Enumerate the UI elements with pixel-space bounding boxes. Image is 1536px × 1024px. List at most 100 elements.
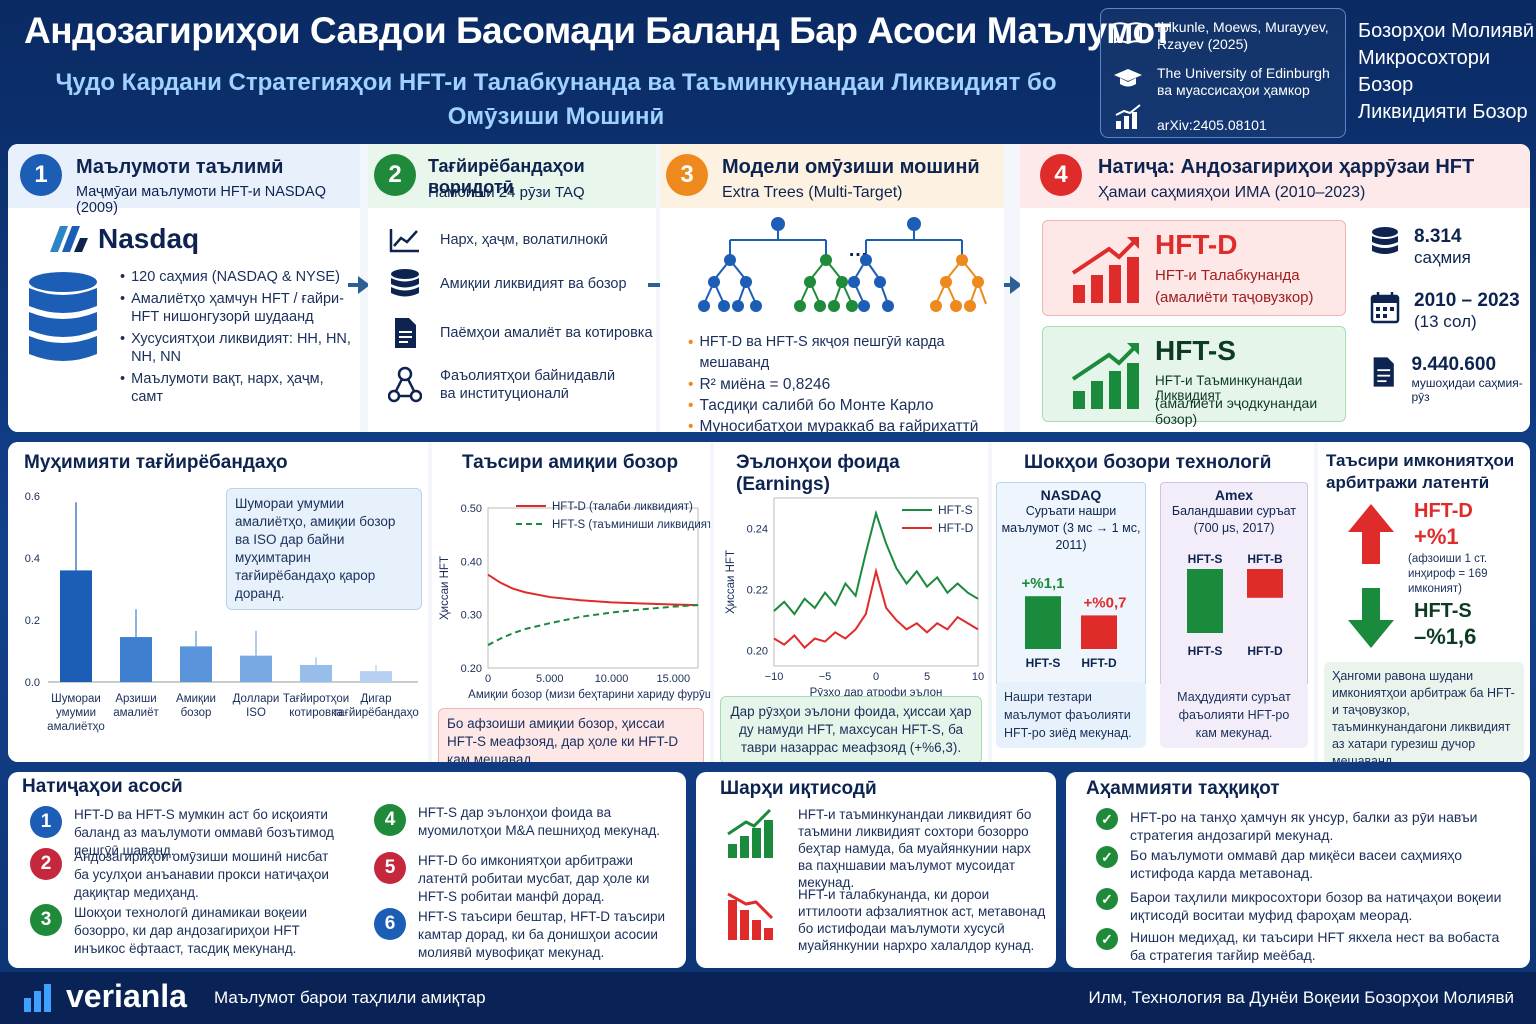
section-title: Таъсири имкониятҳои арбитражи латентӣ <box>1326 451 1515 492</box>
page-title: Андозагириҳои Савдои Басомади Баланд Бар… <box>24 10 1172 51</box>
stat-label: мушоҳидаи саҳмия-рӯз <box>1411 376 1523 404</box>
y-tick-label: 0.22 <box>747 585 768 597</box>
graduation-cap-icon <box>1111 65 1145 93</box>
legend-label: HFT-S (таъминиши ликвидият) <box>552 519 710 531</box>
step-number: 4 <box>1040 154 1082 196</box>
finding-number: 1 <box>30 806 62 838</box>
finding-text: Шокҳои технологӣ динамикаи воқеии бозорр… <box>74 905 307 956</box>
significance-text: HFT-ро на танҳо ҳамчун як унсур, балки а… <box>1130 809 1478 843</box>
x-tick-label: HFT-D <box>1081 656 1117 670</box>
footer-right: Илм, Технология ва Дунёи Воқеии Бозорҳои… <box>1088 988 1515 1007</box>
economic-text-2: HFT-и талабкунанда, ки дорои иттилооти а… <box>798 887 1046 953</box>
y-tick-label: 0.20 <box>747 646 768 658</box>
footer: verianla Маълумот барои таҳлили амиқтар … <box>0 972 1536 1024</box>
y-axis-label: Ҳиссаи HFT <box>725 550 737 614</box>
x-axis-label: Амиқии бозор (мизи беҳтарини хариду фурӯ… <box>468 689 710 701</box>
brand-bars-icon <box>24 984 51 1012</box>
hftd-desc-sub: (амалиёти таҷовузкор) <box>1155 289 1314 306</box>
section-title: Натиҷаҳои асосӣ <box>22 776 183 797</box>
y-tick-label: 0.24 <box>747 524 768 536</box>
plot-frame <box>487 507 699 669</box>
plot-frame <box>773 497 979 667</box>
x-tick-label: котировка <box>289 707 343 719</box>
document-icon <box>1373 357 1394 387</box>
depth-note: Бо афзоиши амиқии бозор, ҳиссаи HFT-S ме… <box>438 708 704 762</box>
legend-label: HFT-D (талаби ликвидият) <box>552 501 693 513</box>
arb-up-value: +%1 <box>1414 524 1459 549</box>
step-ml-model: 3 Модели омӯзиши мошинӣ Extra Trees (Mul… <box>660 144 1004 432</box>
footer-tagline: Маълумот барои таҳлили амиқтар <box>214 988 486 1007</box>
tag: Бозорҳои Молиявӣ <box>1358 20 1535 42</box>
finding-text: HFT-D бо имкониятҳои арбитражи латентӣ р… <box>418 853 650 904</box>
significance-text: Нишон медиҳад, ки таъсири HFT якхела нес… <box>1130 929 1500 963</box>
economic-panel: Шарҳи иқтисодӣ HFT-и таъминкунандаи ликв… <box>696 772 1056 968</box>
arbitrage-note: Ҳангоми равона шудани имкониятҳои арбитр… <box>1324 662 1524 762</box>
y-tick-label: 0.2 <box>25 615 40 627</box>
nasdaq-mark-icon <box>50 226 88 252</box>
arb-up-note: (афзоиши 1 ст. инҳироф = 169 имконият) <box>1408 553 1488 595</box>
tag: Микросохтори Бозор <box>1358 47 1491 96</box>
check-icon: ✓ <box>1096 808 1118 830</box>
hfts-desc-sub: (амалиёти эҷодкунандаи бозор) <box>1155 395 1318 427</box>
bar <box>1187 569 1223 633</box>
bullet-text: Хусусиятҳои ликвидият: HH, HN, NH, NN <box>131 331 351 365</box>
step-subtitle: Ҳамаи саҳмияҳои ИМА (2010–2023) <box>1098 184 1366 201</box>
y-axis-label: Ҳиссаи HFT <box>439 556 451 620</box>
significance-item: ✓ Бо маълумоти оммавӣ дар миқёси васеи са… <box>1096 846 1516 882</box>
step-input-variables: 2 Тағйирёбандаҳои воридотӣ Намоиши 24 рӯ… <box>368 144 656 432</box>
amex-note: Маҳдудияти суръат фаъолияти HFT-ро кам м… <box>1160 682 1308 748</box>
bullet-text: R² миёна = 0,8246 <box>699 376 831 393</box>
charts-panel: Муҳимияти тағйирёбандаҳо 0.6 0.4 0.2 0.0 Шум… <box>8 442 1530 762</box>
earnings-chart: 0.24 0.22 0.20 −10 −5 0 5 10 Рӯзҳо дар атрофи эъ… <box>725 497 984 698</box>
significance-panel: Аҳаммияти таҳқиқот ✓ HFT-ро на танҳо ҳамч… <box>1066 772 1530 968</box>
earnings-note: Дар рӯзҳои эълони фоида, ҳиссаи ҳар ду н… <box>720 696 982 762</box>
importance-note: Шумораи умумии амалиётҳо, амиқии бозор в… <box>226 488 422 610</box>
finding-item: 2 Андозагириҳои омӯзиши мошинӣ нисбат ба … <box>30 848 340 902</box>
bar <box>300 664 332 682</box>
check-icon: ✓ <box>1096 928 1118 950</box>
paper-meta: Ibikunle, Moews, Murayyev, Rzayev (2025)… <box>1100 8 1346 138</box>
dataset-bullets: • 120 саҳмия (NASDAQ & NYSE) • Амалиётҳо ҳ… <box>120 268 356 406</box>
step-title: Тағйирёбандаҳои воридотӣ <box>428 156 585 197</box>
key-findings-panel: Натиҷаҳои асосӣ 1 HFT-D ва HFT-S мумкин а… <box>8 772 686 968</box>
series-line <box>773 567 979 650</box>
stat-value: 8.314 <box>1414 226 1462 247</box>
x-tick-label: ISO <box>246 707 266 719</box>
x-tick-label: Доллари <box>233 693 280 705</box>
bullet-text: 120 саҳмия (NASDAQ & NYSE) <box>131 269 340 285</box>
x-tick-label: Арзиши <box>115 693 156 705</box>
finding-item: 1 HFT-D ва HFT-S мумкин аст бо исқоияти б… <box>30 806 340 860</box>
bullet-text: Муносибатҳои мураккаб ва ғайрихаттӣ <box>699 418 979 432</box>
arb-down-value: –%1,6 <box>1414 624 1477 649</box>
stat-value: 9.440.600 <box>1411 354 1497 375</box>
authors: Ibikunle, Moews, Murayyev, Rzayev (2025) <box>1157 19 1329 52</box>
shock-desc: Суръати нашри маълумот (3 мс → 1 мс, 201… <box>1001 504 1141 552</box>
nasdaq-bar-chart: +%1,1 HFT-S +%0,7 HFT-D <box>1022 575 1127 670</box>
step-results: 4 Натиҷа: Андозагириҳои ҳаррӯзаи HFT Ҳам… <box>1020 144 1530 432</box>
x-tick-label: HFT-D <box>1247 644 1283 658</box>
finding-text: HFT-D ва HFT-S мумкин аст бо исқоияти ба… <box>74 807 334 858</box>
x-tick-label: амалиётҳо <box>47 721 105 733</box>
institution: The University of Edinburgh ва муассисаҳ… <box>1157 65 1330 98</box>
shock-desc: Баландшавии суръат (700 μs, 2017) <box>1171 504 1297 535</box>
x-tick-label: −5 <box>819 671 832 683</box>
y-tick-label: 0.50 <box>461 503 482 515</box>
check-icon: ✓ <box>1096 888 1118 910</box>
flow-arrow-icon <box>1010 276 1022 294</box>
rising-bars-red-icon <box>1071 237 1139 303</box>
nasdaq-logo: Nasdaq <box>46 222 199 256</box>
step-title: Модели омӯзиши мошинӣ <box>722 156 980 178</box>
arrow-down-icon <box>1348 588 1394 648</box>
y-tick-label: 0.4 <box>25 553 40 565</box>
x-tick-label: Тағйиротҳои <box>283 693 349 705</box>
stat-stocks: 8.314 саҳмия <box>1370 226 1471 268</box>
finding-item: 6 HFT-S таъсири бештар, HFT-D таъсири кам… <box>374 908 674 962</box>
y-tick-label: 0.0 <box>25 677 40 689</box>
amex-bar-chart: HFT-S HFT-S HFT-B HFT-D <box>1187 552 1283 658</box>
rising-bars-green-icon <box>1071 343 1139 409</box>
x-tick-label: 5.000 <box>536 673 564 685</box>
stat-label: (13 сол) <box>1414 312 1477 331</box>
input-label: Амиқии ликвидият ва бозор <box>440 276 627 292</box>
finding-item: 3 Шокҳои технологӣ динамикаи воқеии бозор… <box>30 904 340 958</box>
model-bullets: • HFT-D ва HFT-S якҷоя пешгӯӣ карда мешав… <box>688 332 998 432</box>
